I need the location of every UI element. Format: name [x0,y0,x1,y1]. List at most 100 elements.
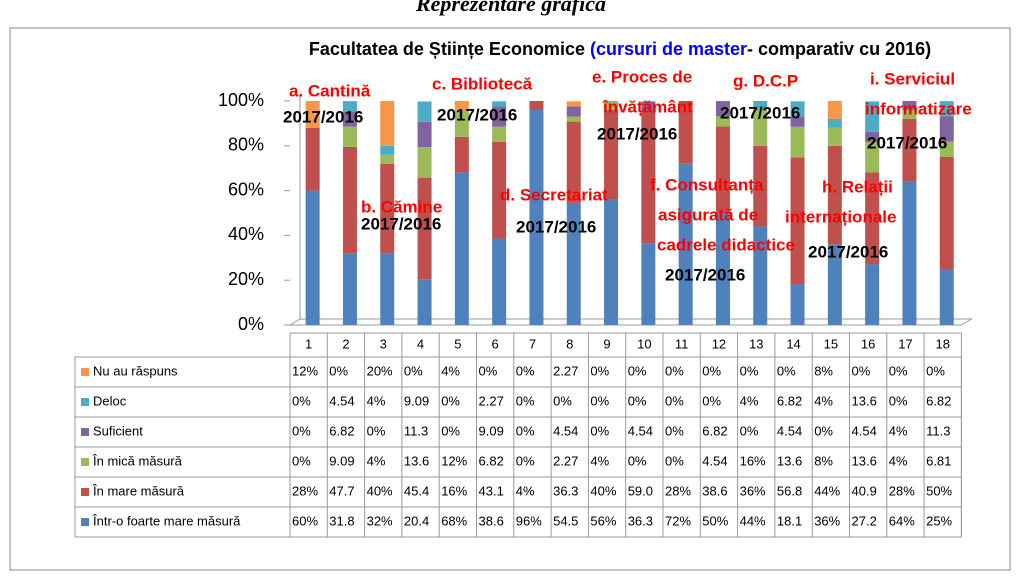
cell: 2.27 [553,453,578,468]
bar-segment [902,109,917,119]
bar-segment [902,181,917,325]
cell: 4.54 [553,423,578,438]
cell: 64% [889,513,915,528]
bar-segment [939,157,954,269]
bar-segment [865,141,880,173]
cell: 0% [665,363,684,378]
cell: 96% [516,513,542,528]
annotation: 2017/2016 [283,107,363,126]
bar-segment [939,101,954,117]
cell: 4.54 [628,423,653,438]
x-tick-label: 14 [786,336,800,351]
bar-segment [902,101,917,110]
annotation: 2017/2016 [597,124,677,143]
annotation: 2017/2016 [867,133,947,152]
cell: 31.8 [329,513,354,528]
x-tick-label: 12 [712,336,726,351]
cell: 12% [292,363,318,378]
cell: 4% [590,453,609,468]
cell: 13.6 [852,453,877,468]
bar-segment [454,172,469,325]
cell: 0% [479,363,498,378]
cell: 4% [367,393,386,408]
annotation: d. Secretariat [500,185,608,204]
cell: 0% [292,393,311,408]
cell: 4% [740,393,759,408]
cell: 25% [926,513,952,528]
annotation: informatizare [865,99,972,118]
cell: 20% [367,363,393,378]
cell: 54.5 [553,513,578,528]
bar-segment [715,126,730,213]
chart-border [9,27,1011,571]
cell: 0% [292,453,311,468]
cell: 56.8 [777,483,802,498]
bar-segment [604,109,619,200]
cell: 8% [814,453,833,468]
bar-segment [305,127,320,191]
x-tick-label: 17 [898,336,912,351]
bar-segment [790,101,805,117]
bar-segment [492,238,507,325]
cell: 4% [814,393,833,408]
bar-segment [753,226,768,325]
annotation: 2017/2016 [665,265,745,284]
cell: 50% [702,513,728,528]
cell: 40.9 [852,483,877,498]
legend-label: Deloc [93,393,127,408]
cell: 20.4 [404,513,429,528]
legend-label: În mare măsură [92,483,185,498]
cell: 0% [740,363,759,378]
cell: 2.27 [479,393,504,408]
cell: 6.81 [926,453,951,468]
cell: 0% [329,363,348,378]
bar-segment [492,126,507,142]
x-tick-label: 7 [529,336,536,351]
cell: 9.09 [479,423,504,438]
cell: 36.3 [553,483,578,498]
annotation: internaționale [785,207,896,226]
bar-segment [529,101,544,110]
cell: 4% [516,483,535,498]
cell: 0% [889,363,908,378]
cell: 6.82 [926,393,951,408]
cell: 4% [367,453,386,468]
x-tick-label: 4 [417,336,424,351]
cell: 8% [814,363,833,378]
bar-segment [865,101,880,132]
bar-segment [939,141,954,157]
annotation: 2017/2016 [361,214,441,233]
cell: 6.82 [479,453,504,468]
cell: 0% [516,453,535,468]
x-tick-label: 13 [749,336,763,351]
cell: 36.3 [628,513,653,528]
cell: 0% [777,363,796,378]
bar-segment [641,101,656,112]
cell: 32% [367,513,393,528]
annotation: c. Bibliotecă [432,74,533,93]
cell: 0% [516,393,535,408]
bar-segment [678,101,693,164]
cell: 0% [889,393,908,408]
legend-label: În mică măsură [92,453,183,468]
annotation: 2017/2016 [437,105,517,124]
title-part: Facultatea de Științe Economice [309,39,585,59]
bar-segment [790,126,805,158]
annotation: g. D.C.P [733,71,798,90]
cell: 27.2 [852,513,877,528]
annotation: 2017/2016 [720,103,800,122]
cell: 4% [441,363,460,378]
bar-segment [492,101,507,107]
x-tick-label: 18 [936,336,950,351]
bar-segment [827,101,842,119]
bar-segment [417,279,432,325]
legend-swatch [81,518,89,526]
bar-segment [641,111,656,244]
legend-swatch [81,488,89,496]
annotation: cadrele didactice [657,235,795,254]
cell: 6.82 [329,423,354,438]
bar-segment [342,146,357,254]
cell: 0% [590,363,609,378]
cell: 47.7 [329,483,354,498]
